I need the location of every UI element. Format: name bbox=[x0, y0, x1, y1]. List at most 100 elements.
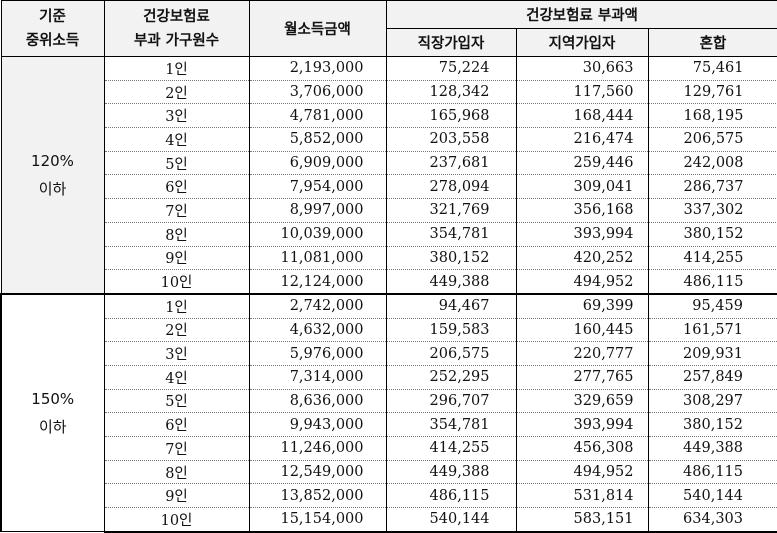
household-cell: 3인 bbox=[104, 103, 250, 128]
household-cell: 8인 bbox=[104, 222, 250, 246]
mixed-cell: 634,303 bbox=[648, 507, 777, 533]
income-cell: 13,852,000 bbox=[249, 483, 387, 508]
employee-cell: 203,558 bbox=[386, 127, 517, 152]
household-cell: 1인 bbox=[104, 292, 250, 319]
table-row: 10인 12,124,000 449,388 494,952 486,115 bbox=[1, 269, 777, 294]
income-cell: 7,314,000 bbox=[249, 365, 387, 390]
mixed-cell: 161,571 bbox=[648, 318, 777, 342]
header-median-income: 기준 중위소득 bbox=[0, 0, 105, 57]
table-row: 7인 8,997,000 321,769 356,168 337,302 bbox=[1, 198, 777, 223]
median-income-group: 150% 이하 bbox=[0, 292, 105, 532]
employee-cell: 94,467 bbox=[386, 292, 517, 319]
table-row: 8인 10,039,000 354,781 393,994 380,152 bbox=[1, 222, 777, 246]
header-mixed: 혼합 bbox=[647, 28, 777, 57]
median-income-group: 120% 이하 bbox=[0, 56, 105, 295]
header-median-income-line1: 기준 bbox=[39, 8, 66, 25]
group-150: 150% 이하 1인 2,742,000 94,467 69,399 95,459 2인 4,6… bbox=[0, 292, 777, 533]
mixed-cell: 414,255 bbox=[648, 246, 777, 270]
income-cell: 4,632,000 bbox=[249, 318, 387, 342]
household-cell: 9인 bbox=[104, 483, 250, 508]
household-cell: 5인 bbox=[104, 389, 250, 413]
income-cell: 15,154,000 bbox=[249, 507, 387, 533]
median-income-label: 이하 bbox=[38, 418, 67, 437]
header-household-size-line2: 부과 가구원수 bbox=[133, 32, 220, 49]
income-cell: 8,636,000 bbox=[249, 389, 387, 413]
income-cell: 5,976,000 bbox=[249, 341, 387, 366]
mixed-cell: 380,152 bbox=[648, 222, 777, 246]
income-cell: 8,997,000 bbox=[249, 198, 387, 223]
income-cell: 11,246,000 bbox=[249, 436, 387, 461]
mixed-cell: 206,575 bbox=[648, 127, 777, 152]
median-income-label: 150% bbox=[31, 390, 75, 409]
regional-cell: 393,994 bbox=[516, 412, 649, 437]
employee-cell: 165,968 bbox=[386, 103, 517, 128]
regional-cell: 494,952 bbox=[516, 460, 649, 484]
employee-cell: 449,388 bbox=[386, 269, 517, 294]
header-household-size-line1: 건강보험료 bbox=[143, 8, 210, 25]
employee-cell: 75,224 bbox=[386, 56, 517, 81]
income-cell: 4,781,000 bbox=[249, 103, 387, 128]
regional-cell: 69,399 bbox=[516, 292, 649, 319]
household-cell: 4인 bbox=[104, 127, 250, 152]
income-cell: 7,954,000 bbox=[249, 174, 387, 199]
employee-cell: 540,144 bbox=[386, 507, 517, 533]
income-cell: 11,081,000 bbox=[249, 246, 387, 270]
household-cell: 4인 bbox=[104, 365, 250, 390]
table-row: 6인 7,954,000 278,094 309,041 286,737 bbox=[1, 174, 777, 199]
table-row: 3인 4,781,000 165,968 168,444 168,195 bbox=[1, 103, 777, 128]
header-regional: 지역가입자 bbox=[515, 28, 649, 57]
header-median-income-line2: 중위소득 bbox=[25, 32, 80, 49]
income-cell: 3,706,000 bbox=[249, 80, 387, 104]
median-income-label: 120% bbox=[31, 151, 74, 170]
mixed-cell: 337,302 bbox=[648, 198, 777, 223]
mixed-cell: 286,737 bbox=[648, 174, 777, 199]
regional-cell: 583,151 bbox=[516, 507, 649, 533]
employee-cell: 380,152 bbox=[386, 246, 517, 270]
regional-cell: 494,952 bbox=[516, 269, 649, 294]
mixed-cell: 95,459 bbox=[648, 292, 777, 319]
income-cell: 10,039,000 bbox=[249, 222, 387, 246]
table-row: 9인 13,852,000 486,115 531,814 540,144 bbox=[1, 483, 777, 508]
employee-cell: 354,781 bbox=[386, 222, 517, 246]
household-cell: 7인 bbox=[104, 198, 250, 223]
regional-cell: 30,663 bbox=[516, 56, 649, 81]
regional-cell: 531,814 bbox=[516, 483, 649, 508]
regional-cell: 220,777 bbox=[516, 341, 649, 366]
mixed-cell: 242,008 bbox=[648, 151, 777, 175]
employee-cell: 296,707 bbox=[386, 389, 517, 413]
employee-cell: 278,094 bbox=[386, 174, 517, 199]
table-row: 10인 15,154,000 540,144 583,151 634,303 bbox=[1, 507, 777, 533]
table-row: 2인 4,632,000 159,583 160,445 161,571 bbox=[1, 318, 777, 342]
regional-cell: 117,560 bbox=[516, 80, 649, 104]
mixed-cell: 308,297 bbox=[648, 389, 777, 413]
regional-cell: 420,252 bbox=[516, 246, 649, 270]
table-row: 150% 이하 1인 2,742,000 94,467 69,399 95,459 bbox=[0, 292, 777, 532]
regional-cell: 160,445 bbox=[516, 318, 649, 342]
household-cell: 8인 bbox=[104, 460, 250, 484]
employee-cell: 206,575 bbox=[386, 341, 517, 366]
table-row: 120% 이하 1인 2,193,000 75,224 30,663 75,461 bbox=[0, 56, 777, 295]
table-row: 3인 5,976,000 206,575 220,777 209,931 bbox=[1, 341, 777, 366]
regional-cell: 216,474 bbox=[516, 127, 649, 152]
regional-cell: 456,308 bbox=[516, 436, 649, 461]
table-header: 기준 중위소득 건강보험료 부과 가구원수 월소득금액 건강보험료 부과액 직장… bbox=[0, 0, 777, 57]
regional-cell: 393,994 bbox=[516, 222, 649, 246]
regional-cell: 309,041 bbox=[516, 174, 649, 199]
mixed-cell: 486,115 bbox=[648, 460, 777, 484]
employee-cell: 321,769 bbox=[386, 198, 517, 223]
mixed-cell: 486,115 bbox=[648, 269, 777, 294]
income-cell: 12,549,000 bbox=[249, 460, 387, 484]
employee-cell: 486,115 bbox=[386, 483, 517, 508]
employee-cell: 354,781 bbox=[386, 412, 517, 437]
header-household-size: 건강보험료 부과 가구원수 bbox=[103, 0, 250, 57]
mixed-cell: 75,461 bbox=[648, 56, 777, 81]
employee-cell: 159,583 bbox=[386, 318, 517, 342]
employee-cell: 128,342 bbox=[386, 80, 517, 104]
household-cell: 9인 bbox=[104, 246, 250, 270]
mixed-cell: 257,849 bbox=[648, 365, 777, 390]
mixed-cell: 380,152 bbox=[648, 412, 777, 437]
household-cell: 7인 bbox=[104, 436, 250, 461]
mixed-cell: 540,144 bbox=[648, 483, 777, 508]
group-120: 120% 이하 1인 2,193,000 75,224 30,663 75,461 2인 3,7… bbox=[0, 56, 777, 295]
